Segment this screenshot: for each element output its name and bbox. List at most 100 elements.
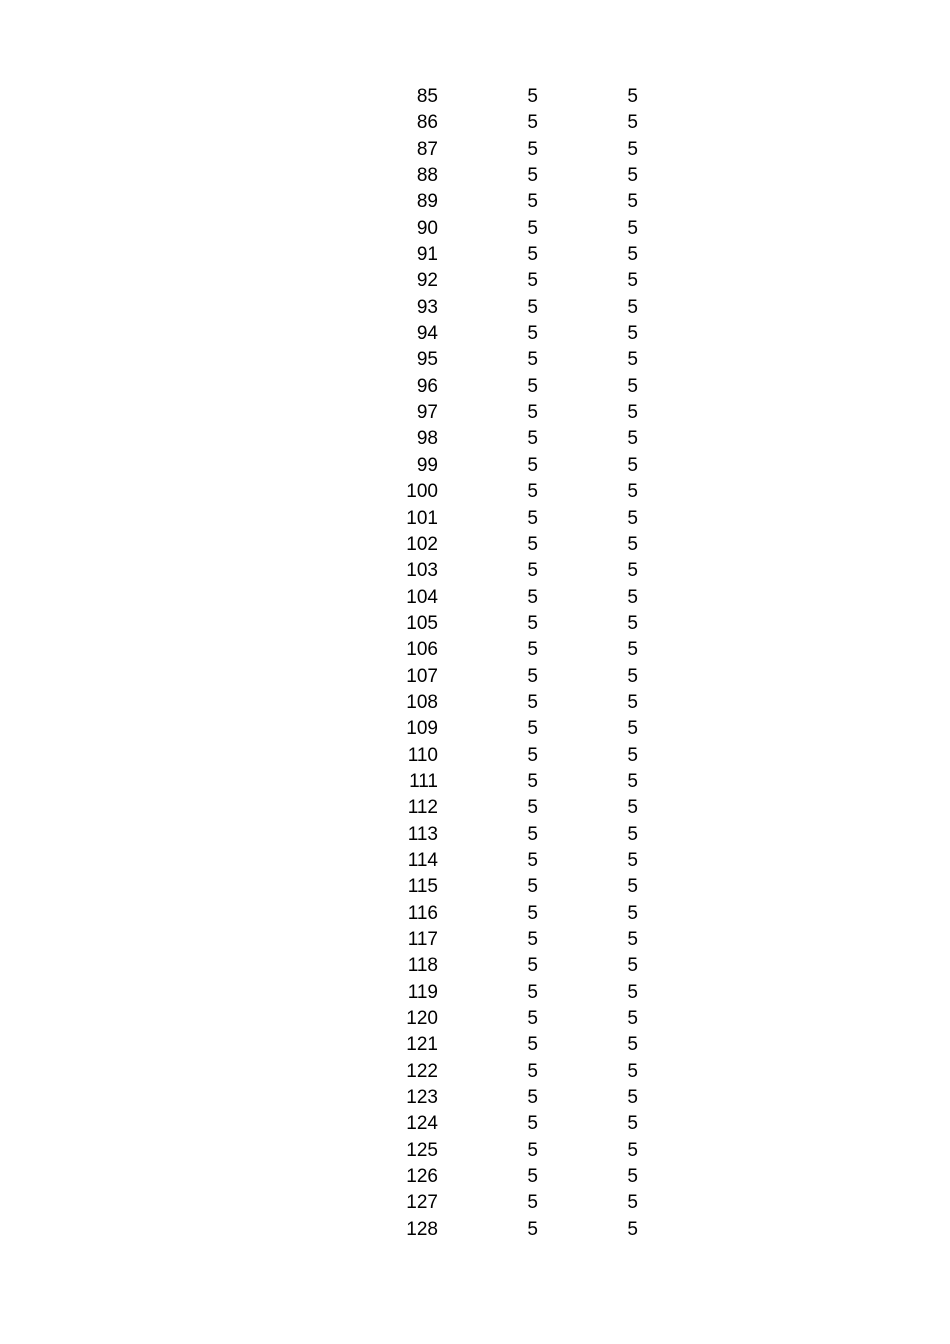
row-number-cell: 96 [416, 375, 438, 397]
row-number-cell: 119 [407, 981, 438, 1003]
value-cell-2: 5 [627, 560, 638, 582]
row-number-cell: 120 [406, 1008, 438, 1030]
value-cell-1: 5 [527, 375, 538, 397]
table-row: 101 5 5 [0, 506, 638, 532]
number-table: 85 5 5 86 5 5 87 5 5 88 5 5 89 5 5 90 5 … [0, 84, 638, 1243]
row-number-cell: 126 [406, 1166, 438, 1188]
table-row: 102 5 5 [0, 532, 638, 558]
value-cell-2: 5 [627, 323, 638, 345]
value-cell-2: 5 [627, 823, 638, 845]
row-number-cell: 85 [416, 86, 438, 107]
table-row: 119 5 5 [0, 980, 638, 1006]
value-cell-2: 5 [627, 612, 638, 634]
table-row: 87 5 5 [0, 137, 638, 163]
table-row: 99 5 5 [0, 453, 638, 479]
row-number-cell: 127 [406, 1192, 438, 1214]
value-cell-2: 5 [627, 481, 638, 503]
value-cell-1: 5 [527, 902, 538, 924]
value-cell-2: 5 [627, 349, 638, 371]
value-cell-2: 5 [627, 270, 638, 292]
value-cell-1: 5 [527, 691, 538, 713]
value-cell-1: 5 [527, 165, 538, 187]
row-number-cell: 121 [406, 1034, 438, 1056]
value-cell-1: 5 [527, 586, 538, 608]
value-cell-1: 5 [527, 323, 538, 345]
value-cell-2: 5 [627, 428, 638, 450]
value-cell-2: 5 [627, 296, 638, 318]
value-cell-1: 5 [527, 1060, 538, 1082]
row-number-cell: 88 [416, 165, 438, 187]
value-cell-1: 5 [527, 797, 538, 819]
value-cell-2: 5 [627, 770, 638, 792]
row-number-cell: 89 [416, 191, 438, 213]
row-number-cell: 109 [406, 718, 438, 740]
table-row: 124 5 5 [0, 1111, 638, 1137]
value-cell-2: 5 [627, 665, 638, 687]
value-cell-2: 5 [627, 86, 638, 107]
value-cell-2: 5 [627, 981, 638, 1003]
value-cell-1: 5 [527, 1192, 538, 1214]
row-number-cell: 125 [406, 1139, 438, 1161]
value-cell-2: 5 [627, 1087, 638, 1109]
table-row: 97 5 5 [0, 400, 638, 426]
table-row: 120 5 5 [0, 1006, 638, 1032]
value-cell-1: 5 [527, 718, 538, 740]
table-row: 115 5 5 [0, 874, 638, 900]
value-cell-2: 5 [627, 244, 638, 266]
table-row: 114 5 5 [0, 848, 638, 874]
row-number-cell: 124 [406, 1113, 438, 1135]
value-cell-2: 5 [627, 454, 638, 476]
row-number-cell: 90 [416, 217, 438, 239]
row-number-cell: 105 [406, 612, 438, 634]
value-cell-1: 5 [527, 296, 538, 318]
row-number-cell: 97 [416, 402, 438, 424]
table-row: 118 5 5 [0, 953, 638, 979]
value-cell-1: 5 [527, 955, 538, 977]
value-cell-1: 5 [527, 402, 538, 424]
value-cell-2: 5 [627, 375, 638, 397]
table-row: 128 5 5 [0, 1217, 638, 1243]
value-cell-1: 5 [527, 849, 538, 871]
row-number-cell: 108 [406, 691, 438, 713]
row-number-cell: 114 [407, 849, 438, 871]
value-cell-1: 5 [527, 1034, 538, 1056]
value-cell-1: 5 [527, 876, 538, 898]
value-cell-1: 5 [527, 428, 538, 450]
value-cell-2: 5 [627, 533, 638, 555]
row-number-cell: 110 [407, 744, 438, 766]
table-row: 116 5 5 [0, 901, 638, 927]
value-cell-2: 5 [627, 639, 638, 661]
table-row: 91 5 5 [0, 242, 638, 268]
value-cell-1: 5 [527, 929, 538, 950]
value-cell-2: 5 [627, 1218, 638, 1240]
table-row: 85 5 5 [0, 84, 638, 110]
row-number-cell: 116 [407, 902, 438, 924]
row-number-cell: 101 [406, 507, 438, 529]
value-cell-2: 5 [627, 1008, 638, 1030]
value-cell-1: 5 [527, 560, 538, 582]
row-number-cell: 103 [406, 560, 438, 582]
table-row: 86 5 5 [0, 110, 638, 136]
value-cell-1: 5 [527, 244, 538, 266]
table-row: 109 5 5 [0, 716, 638, 742]
row-number-cell: 122 [406, 1060, 438, 1082]
row-number-cell: 102 [406, 533, 438, 555]
value-cell-1: 5 [527, 454, 538, 476]
value-cell-2: 5 [627, 718, 638, 740]
value-cell-2: 5 [627, 1192, 638, 1214]
table-row: 111 5 5 [0, 769, 638, 795]
table-row: 93 5 5 [0, 295, 638, 321]
value-cell-1: 5 [527, 112, 538, 134]
value-cell-2: 5 [627, 876, 638, 898]
value-cell-2: 5 [627, 1166, 638, 1188]
table-row: 108 5 5 [0, 690, 638, 716]
row-number-cell: 100 [406, 481, 438, 503]
value-cell-2: 5 [627, 586, 638, 608]
value-cell-2: 5 [627, 1060, 638, 1082]
table-row: 107 5 5 [0, 664, 638, 690]
row-number-cell: 99 [416, 454, 438, 476]
value-cell-2: 5 [627, 929, 638, 950]
table-row: 89 5 5 [0, 189, 638, 215]
value-cell-2: 5 [627, 849, 638, 871]
